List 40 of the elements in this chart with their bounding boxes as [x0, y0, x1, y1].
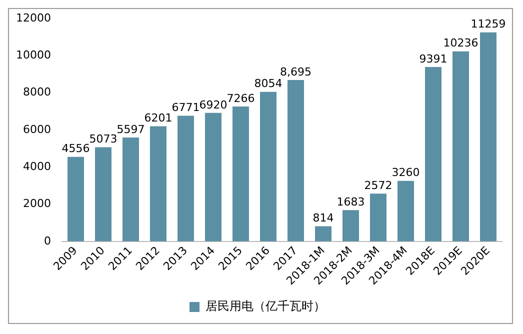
bar: [177, 116, 194, 242]
data-label: 10236: [443, 36, 478, 50]
bar: [204, 112, 222, 242]
data-label: 9391: [419, 52, 448, 66]
y-tick-label: 10000: [16, 48, 51, 62]
bar: [94, 147, 112, 242]
data-label: 814: [312, 212, 334, 225]
data-label: 8,695: [280, 65, 312, 78]
data-label: 6201: [144, 112, 172, 125]
bar: [425, 67, 442, 242]
data-label: 1683: [336, 196, 365, 209]
y-tick-label: 12000: [16, 11, 51, 24]
data-label: 3260: [392, 166, 420, 180]
y-tick-label: 4000: [22, 160, 51, 173]
bar: [314, 226, 332, 242]
data-label: 6920: [199, 98, 228, 112]
bar: [67, 156, 84, 242]
bar: [122, 137, 139, 242]
y-tick-label: 6000: [22, 122, 51, 136]
data-label: 6771: [172, 101, 200, 114]
data-label: 8054: [254, 77, 282, 90]
bar: [370, 194, 386, 242]
bar: [452, 51, 469, 242]
data-label: 5073: [89, 132, 118, 146]
y-tick-label: 0: [44, 234, 51, 248]
data-label: 5597: [116, 122, 145, 136]
bar: [287, 80, 304, 242]
bar: [480, 32, 496, 242]
bar: [232, 106, 249, 242]
data-label: 4556: [62, 142, 90, 156]
bar: [398, 180, 414, 242]
bar: [342, 210, 359, 242]
bar: [260, 92, 276, 242]
data-label: 7266: [226, 92, 255, 105]
bar: [150, 126, 166, 242]
data-label: 11259: [470, 18, 506, 31]
y-tick-label: 2000: [22, 197, 51, 210]
y-tick-label: 8000: [22, 86, 51, 99]
legend-label: 居民用电（亿千瓦时）: [206, 299, 326, 314]
data-label: 2572: [364, 179, 392, 192]
